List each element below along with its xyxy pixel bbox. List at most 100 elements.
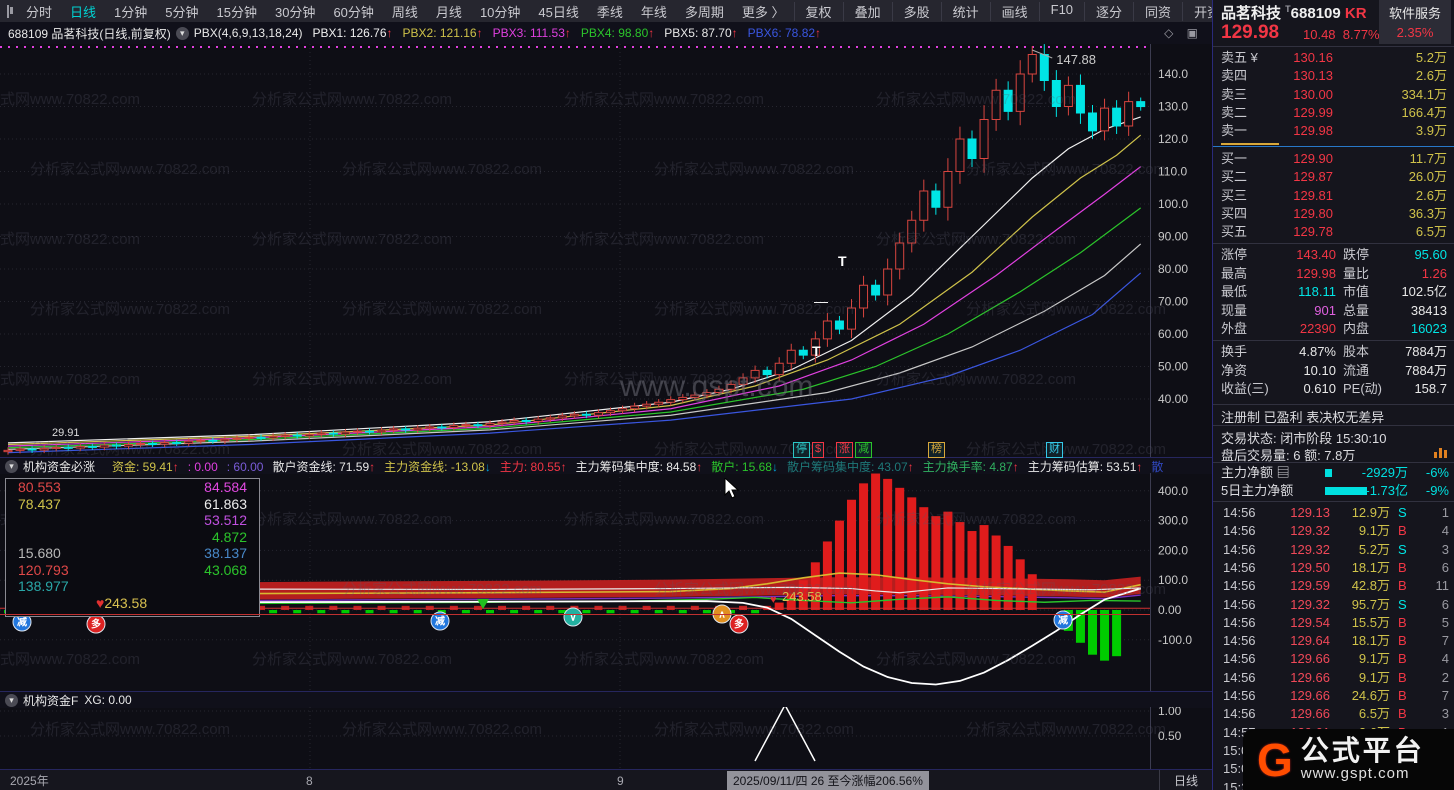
orderbook-row[interactable]: 买二 129.87 26.0万 <box>1221 169 1447 185</box>
trade-row: 14:56 129.59 42.8万 B 11 <box>1223 578 1449 594</box>
trade-row: 14:56 129.32 5.2万 S 3 <box>1223 541 1449 557</box>
tool-item-5[interactable]: F10 <box>1038 1 1084 21</box>
indicator-red-line <box>0 614 1150 615</box>
trade-row: 14:56 129.54 15.5万 B 5 <box>1223 614 1449 630</box>
tooltip-row: 138.977 <box>18 578 69 594</box>
indicator1-item: 主力: 80.55 <box>499 459 561 474</box>
svg-text:100.0: 100.0 <box>1158 573 1188 587</box>
orderbook-row[interactable]: 买五 129.78 6.5万 <box>1221 224 1447 240</box>
menu-item-14[interactable]: 更多 〉 <box>741 4 785 20</box>
orderbook-row[interactable]: 买一 129.90 11.7万 <box>1221 151 1447 166</box>
tooltip-row: 53.512 <box>204 512 247 528</box>
menu-item-3[interactable]: 5分钟 <box>165 4 199 20</box>
collapse-chevron-icon[interactable]: ▾ <box>5 693 18 707</box>
low-price-label: 29.91 <box>52 427 80 439</box>
menu-item-12[interactable]: 年线 <box>640 4 667 20</box>
menu-item-5[interactable]: 30分钟 <box>274 4 316 20</box>
menu-item-10[interactable]: 45日线 <box>538 4 579 20</box>
period-label[interactable]: 日线 <box>1158 770 1212 790</box>
mini-bars-icon[interactable] <box>1434 447 1447 458</box>
peak-price-label: 147.88 <box>1056 52 1096 67</box>
orderbook-row[interactable]: 卖一 129.98 3.9万 <box>1221 123 1447 139</box>
period-menu: 分时 日线 1分钟 5分钟 15分钟 30分钟 60分钟 周线 月线 10分钟 45日线 季线 年线 多周… <box>17 2 794 21</box>
bid-ask-divider <box>1213 146 1454 147</box>
indicator1-item: : 0.00 <box>187 459 218 474</box>
orderbook-row[interactable]: 卖二 129.99 166.4万 <box>1221 104 1447 120</box>
tool-item-1[interactable]: 叠加 <box>842 1 892 21</box>
main-candlestick-chart[interactable]: 140.0 130.0 120.0 110.0 100.0 90.00 80.00 70.00… <box>0 44 1212 457</box>
svg-text:-100.0: -100.0 <box>1158 633 1192 647</box>
collapse-chevron-icon[interactable]: ▾ <box>5 459 18 473</box>
indicator2-header: ▾ 机构资金F XG: 0.00 <box>0 691 1212 708</box>
indicator2-chart[interactable]: 1.00 0.50 <box>0 707 1212 769</box>
svg-text:60.00: 60.00 <box>1158 327 1188 341</box>
last-price: 129.98 <box>1221 22 1280 43</box>
sector-box[interactable]: 软件服务 2.35% <box>1379 0 1451 44</box>
indicator1-chart[interactable]: 400.0 300.0 200.0 100.0 0.00 -100.0 243.58 ♥ 减 多 减… <box>0 473 1212 691</box>
stat-row: 最低 118.11 市值 102.5亿 <box>1221 284 1447 300</box>
menu-item-6[interactable]: 60分钟 <box>333 4 374 20</box>
window-icon[interactable] <box>7 4 13 18</box>
signal-tag-榜[interactable]: 榜 <box>928 442 945 458</box>
menu-item-1[interactable]: 日线 <box>70 4 97 20</box>
pbx-value: PBX3: 111.53 <box>492 26 565 40</box>
signal-tag-$[interactable]: $ <box>812 442 825 458</box>
tooltip-row: 15.680 38.137 <box>18 545 247 561</box>
svg-text:110.0: 110.0 <box>1158 165 1187 179</box>
svg-text:90.00: 90.00 <box>1158 230 1188 244</box>
indicator1-item: 资金: 59.41 <box>112 459 173 474</box>
svg-text:减: 减 <box>17 616 27 629</box>
menu-item-11[interactable]: 季线 <box>596 4 623 20</box>
orderbook-row[interactable]: 买四 129.80 36.3万 <box>1221 205 1447 221</box>
menu-item-8[interactable]: 月线 <box>435 4 462 20</box>
crosshair-date-label: 2025/09/11/四 26 至今涨幅206.56% <box>727 771 929 790</box>
panel-icon[interactable]: ▣ <box>1186 26 1198 40</box>
svg-text:0.50: 0.50 <box>1158 729 1182 743</box>
tool-item-0[interactable]: 复权 <box>793 1 843 21</box>
orderbook-row[interactable]: 买三 129.81 2.6万 <box>1221 187 1447 203</box>
menu-item-2[interactable]: 1分钟 <box>114 4 148 20</box>
svg-text:∨: ∨ <box>569 613 576 624</box>
tooltip-row: 80.553 84.584 <box>18 479 247 495</box>
signal-tag-停[interactable]: 停 <box>793 442 810 458</box>
menu-item-9[interactable]: 10分钟 <box>479 4 521 20</box>
tool-item-6[interactable]: 逐分 <box>1084 1 1133 21</box>
svg-text:减: 减 <box>435 615 445 628</box>
indicator1-item: : 60.00 <box>226 459 264 474</box>
pbx-value: PBX4: 98.80 <box>580 26 649 40</box>
stat-row: 收益(三) 0.610 PE(动) 158.7 <box>1221 381 1447 397</box>
svg-text:40.00: 40.00 <box>1158 392 1188 406</box>
price-change: 10.48 8.77% <box>1303 27 1380 42</box>
time-axis-row: 2025年 8 9 2025/09/11/四 26 至今涨幅206.56% 日线 <box>0 769 1212 790</box>
signal-tag-财[interactable]: 财 <box>1046 442 1063 458</box>
collapse-chevron-icon[interactable]: ▾ <box>175 26 189 40</box>
signal-tag-涨[interactable]: 涨 <box>836 442 853 458</box>
svg-text:400.0: 400.0 <box>1158 484 1188 498</box>
tooltip-row: 78.437 61.863 <box>18 495 247 512</box>
menu-item-0[interactable]: 分时 <box>26 4 53 20</box>
tool-item-2[interactable]: 多股 <box>891 1 941 21</box>
svg-text:多: 多 <box>91 618 101 631</box>
logo-title: 公式平台 <box>1300 735 1425 766</box>
pbx-value: PBX5: 87.70 <box>664 26 732 40</box>
tool-item-4[interactable]: 画线 <box>989 1 1039 21</box>
tool-item-7[interactable]: 同资 <box>1133 1 1182 21</box>
main-flow-row: 5日主力净额 -1.73亿 -9% <box>1221 483 1449 499</box>
indicator1-item: 主力换手率: 4.87 <box>922 459 1013 474</box>
tool-item-3[interactable]: 统计 <box>940 1 990 21</box>
signal-tag-减[interactable]: 减 <box>855 442 872 458</box>
tooltip-row: 120.793 43.068 <box>18 561 247 578</box>
svg-text:70.00: 70.00 <box>1158 295 1188 309</box>
pbx-values: PBX1: 126.76↑ PBX2: 121.16↑ PBX3: 111.53↑ P… <box>312 26 822 40</box>
menu-item-4[interactable]: 15分钟 <box>216 4 257 20</box>
diamond-icon[interactable]: ◇ <box>1164 26 1174 40</box>
orderbook-row[interactable]: 卖三 130.00 334.1万 <box>1221 86 1447 102</box>
orderbook-row[interactable]: 卖四 130.13 2.6万 <box>1221 68 1447 84</box>
menu-item-7[interactable]: 周线 <box>391 4 418 20</box>
indicator1-header: ▾ 机构资金必涨 资金: 59.41↑: 0.00: 60.00 散户资金线: 7… <box>0 457 1212 474</box>
orderbook-row[interactable]: 卖五 ¥130.16 5.2万 <box>1221 50 1447 65</box>
axis-month9-label: 9 <box>617 773 624 788</box>
menu-item-13[interactable]: 多周期 <box>684 4 724 20</box>
indicator-params: PBX(4,6,9,13,18,24) <box>193 26 303 40</box>
